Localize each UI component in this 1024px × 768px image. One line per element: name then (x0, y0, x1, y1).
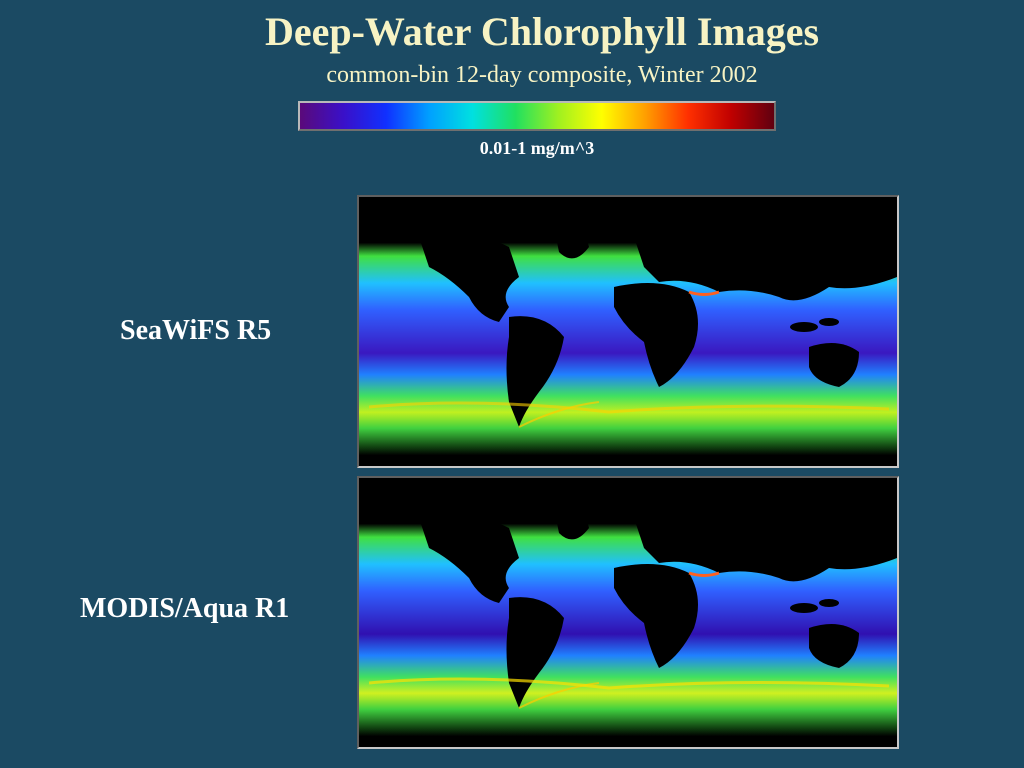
seawifs-label: SeaWiFS R5 (120, 315, 272, 346)
colorbar-gradient (300, 103, 774, 129)
colorbar (298, 101, 776, 131)
slide-subtitle: common-bin 12-day composite, Winter 2002 (326, 62, 758, 88)
colorbar-range-label: 0.01-1 mg/m^3 (479, 138, 595, 158)
slide-title: Deep-Water Chlorophyll Images (264, 9, 820, 54)
modis-map (357, 476, 899, 749)
seawifs-map (357, 195, 899, 468)
seawifs-map-image (359, 197, 897, 466)
modis-label: MODIS/Aqua R1 (80, 593, 290, 624)
modis-map-image (359, 478, 897, 747)
